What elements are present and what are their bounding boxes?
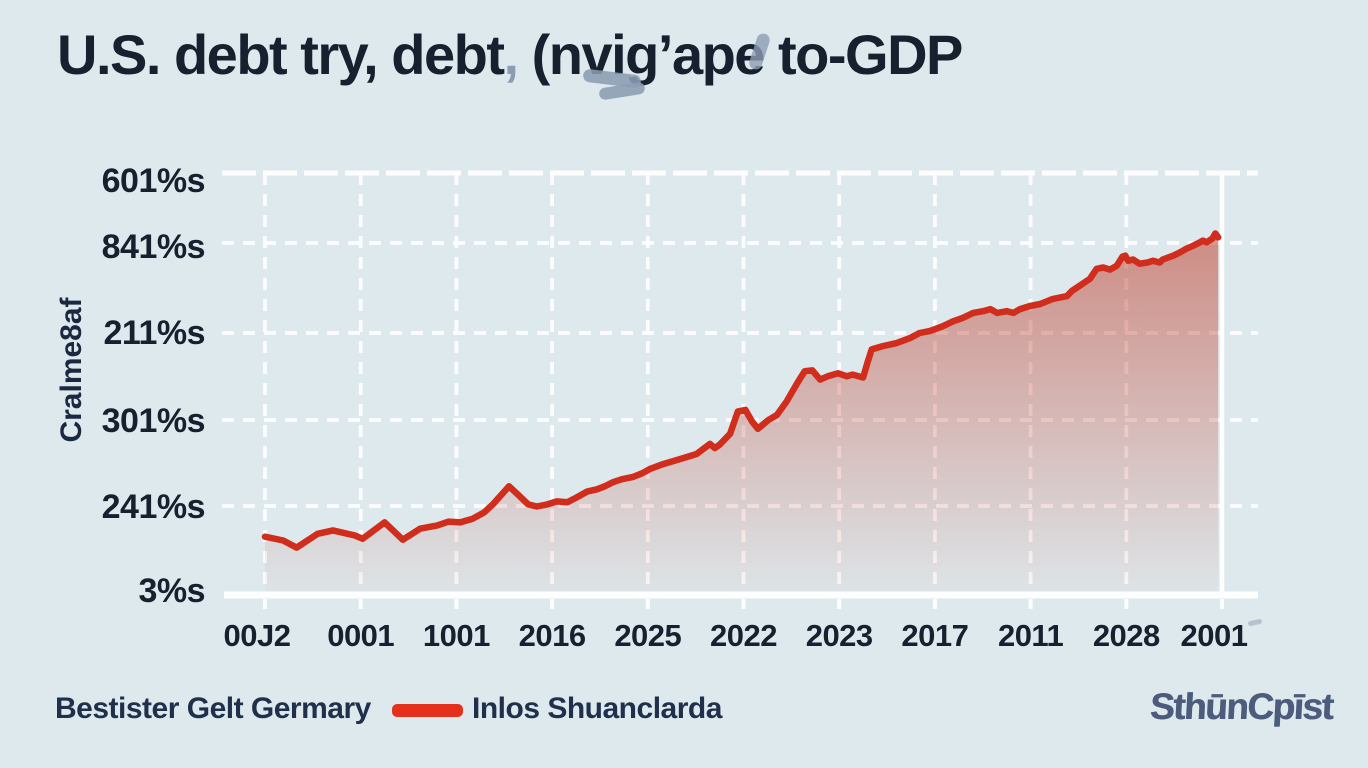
x-tick-label: 00J2 (223, 618, 291, 653)
title-text-1: U.S. debt try, debt (57, 23, 505, 86)
legend-note: Bestister Gelt Germary (55, 692, 371, 725)
y-tick-label: 601%s (101, 162, 206, 200)
y-tick-label: 211%s (103, 314, 206, 352)
x-tick-label: 1001 (422, 618, 490, 653)
legend-series-label: Inlos Shuanclarda (472, 692, 722, 725)
title-artifact-comma: , (503, 23, 520, 86)
x-tick-label: 2025 (614, 618, 682, 653)
y-tick-label: 301%s (101, 402, 206, 440)
x-tick-label: 2023 (805, 618, 873, 653)
x-tick-label: 2017 (901, 618, 969, 653)
y-tick-label: 3%s (138, 572, 205, 610)
x-tick-label: 0001 (327, 618, 395, 653)
y-tick-label: 241%s (101, 488, 206, 526)
y-tick-label: 841%s (101, 228, 206, 266)
brand-logo: SthūnCpīst (1148, 686, 1334, 727)
x-tick-label: 2001 (1180, 618, 1248, 653)
x-tick-label: 2028 (1092, 618, 1160, 653)
x-tick-label: 2022 (710, 618, 777, 653)
x-tick-label: 2016 (518, 618, 586, 653)
x-tick-label: 2011 (997, 618, 1064, 653)
debt-line (261, 230, 1222, 551)
legend-swatch (392, 704, 463, 717)
